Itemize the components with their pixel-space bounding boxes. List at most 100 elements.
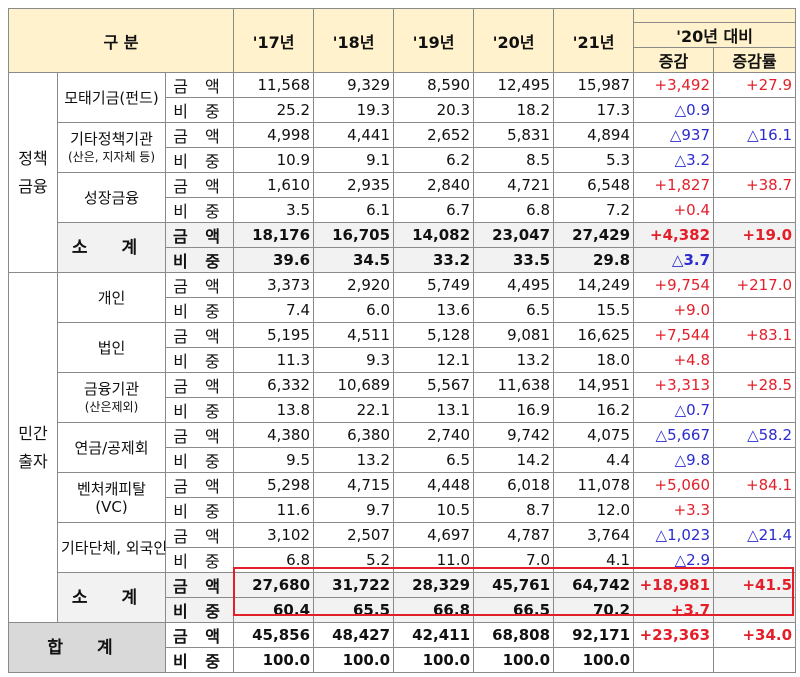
value-cell: 13.6 [393, 297, 475, 323]
category-cell: 연금/공제회 [57, 422, 166, 473]
value-cell: 6.2 [393, 147, 475, 173]
metric-label: 금 액 [164, 272, 235, 298]
value-cell: 12.1 [393, 347, 475, 373]
value-cell: 9,081 [473, 322, 555, 348]
rate-cell: +19.0 [713, 222, 797, 248]
category-name: 법인 [97, 338, 126, 357]
rate-cell: △58.2 [713, 422, 797, 448]
category-name: 모태기금(펀드) [64, 88, 159, 107]
section-label: 민간출자 [8, 272, 58, 623]
rate-cell [713, 547, 797, 573]
value-cell: 4,697 [393, 522, 475, 548]
value-cell: 27,429 [553, 222, 635, 248]
subtotal-label: 소 계 [57, 572, 166, 623]
value-cell: 70.2 [553, 597, 635, 623]
value-cell: 31,722 [313, 572, 395, 598]
change-cell: △5,667 [633, 422, 715, 448]
value-cell: 6.7 [393, 197, 475, 223]
value-cell: 18.0 [553, 347, 635, 373]
value-cell: 4,894 [553, 122, 635, 148]
value-cell: 11,568 [233, 72, 315, 98]
value-cell: 4,380 [233, 422, 315, 448]
value-cell: 11,078 [553, 472, 635, 498]
value-cell: 2,507 [313, 522, 395, 548]
metric-label: 금 액 [164, 372, 235, 398]
value-cell: 9.5 [233, 447, 315, 473]
metric-label: 금 액 [164, 322, 235, 348]
change-cell: +23,363 [633, 622, 715, 648]
value-cell: 5,831 [473, 122, 555, 148]
table-row: 기타정책기관 (산은, 지자체 등) 금 액 4,998 4,441 2,652 5,831… [9, 122, 797, 173]
category-note: (산은, 지자체 등) [67, 149, 156, 164]
subtotal-label: 소 계 [57, 222, 166, 273]
value-cell: 5.3 [553, 147, 635, 173]
value-cell: 65.5 [313, 597, 395, 623]
value-cell: 13.2 [313, 447, 395, 473]
value-cell: 7.0 [473, 547, 555, 573]
value-cell: 29.8 [553, 247, 635, 273]
header-change: 증감 [633, 47, 715, 73]
rate-cell [713, 397, 797, 423]
value-cell: 25.2 [233, 97, 315, 123]
value-cell: 45,761 [473, 572, 555, 598]
value-cell: 33.5 [473, 247, 555, 273]
value-cell: 5,195 [233, 322, 315, 348]
metric-label: 비 중 [164, 347, 235, 373]
change-cell: +9,754 [633, 272, 715, 298]
value-cell: 14.2 [473, 447, 555, 473]
value-cell: 13.2 [473, 347, 555, 373]
metric-label: 금 액 [164, 472, 235, 498]
value-cell: 16,625 [553, 322, 635, 348]
rate-cell: +38.7 [713, 172, 797, 198]
category-name: 연금/공제회 [74, 438, 149, 457]
value-cell: 10.5 [393, 497, 475, 523]
value-cell: 16.2 [553, 397, 635, 423]
metric-label: 비 중 [164, 197, 235, 223]
table-row: 법인 금 액 5,195 4,511 5,128 9,081 16,625 +7,544 +83… [9, 322, 797, 373]
change-cell: △3.2 [633, 147, 715, 173]
table-row: 비 중 25.2 19.3 20.3 18.2 17.3 △0.9 [9, 97, 797, 123]
table-row: 연금/공제회 금 액 4,380 6,380 2,740 9,742 4,075 △5,667… [9, 422, 797, 473]
change-cell: △3.7 [633, 247, 715, 273]
value-cell: 23,047 [473, 222, 555, 248]
table-row: 정책금융 모태기금(펀드) 금 액 11,568 9,329 8,590 12,495 15,… [8, 72, 797, 273]
value-cell: 4,448 [393, 472, 475, 498]
value-cell: 4.4 [553, 447, 635, 473]
change-cell: +1,827 [633, 172, 715, 198]
rate-cell: +41.5 [713, 572, 797, 598]
table-row: 비 중 7.4 6.0 13.6 6.5 15.5 +9.0 [9, 297, 797, 323]
value-cell: 66.8 [393, 597, 475, 623]
value-cell: 100.0 [473, 647, 555, 673]
total-row: 비 중 100.0 100.0 100.0 100.0 100.0 [9, 647, 797, 673]
rate-cell [713, 297, 797, 323]
value-cell: 92,171 [553, 622, 635, 648]
value-cell: 15.5 [553, 297, 635, 323]
value-cell: 6,332 [233, 372, 315, 398]
metric-label: 금 액 [164, 122, 235, 148]
value-cell: 12.0 [553, 497, 635, 523]
value-cell: 3,764 [553, 522, 635, 548]
category-cell: 금융기관 (산은제외) [57, 372, 166, 423]
change-cell: +18,981 [633, 572, 715, 598]
metric-label: 비 중 [164, 647, 235, 673]
change-cell: +0.4 [633, 197, 715, 223]
value-cell: 20.3 [393, 97, 475, 123]
category-name: 성장금융 [83, 188, 140, 207]
table-row: 비 중 11.6 9.7 10.5 8.7 12.0 +3.3 [9, 497, 797, 523]
value-cell: 6,380 [313, 422, 395, 448]
value-cell: 18,176 [233, 222, 315, 248]
value-cell: 28,329 [393, 572, 475, 598]
rate-cell [713, 647, 797, 673]
value-cell: 4,787 [473, 522, 555, 548]
value-cell: 68,808 [473, 622, 555, 648]
value-cell: 2,740 [393, 422, 475, 448]
value-cell: 13.8 [233, 397, 315, 423]
value-cell: 45,856 [233, 622, 315, 648]
value-cell: 5,749 [393, 272, 475, 298]
value-cell: 14,249 [553, 272, 635, 298]
table-row: 비 중 10.9 9.1 6.2 8.5 5.3 △3.2 [9, 147, 797, 173]
change-cell: +3,492 [633, 72, 715, 98]
change-cell: +5,060 [633, 472, 715, 498]
value-cell: 6.5 [473, 297, 555, 323]
